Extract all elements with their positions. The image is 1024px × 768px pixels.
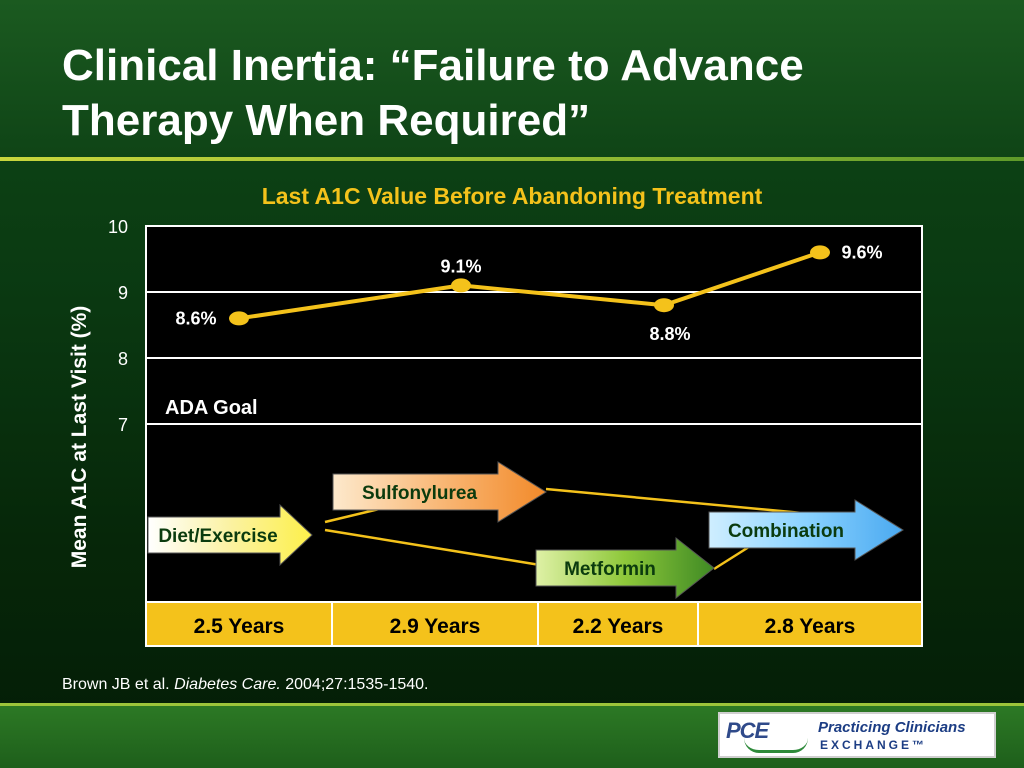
duration-label: 2.5 Years [194, 615, 285, 638]
duration-bar [145, 601, 923, 647]
therapy-arrow [332, 461, 547, 523]
therapy-arrow [708, 499, 904, 561]
therapy-label: Sulfonylurea [362, 483, 478, 504]
slide-title: Clinical Inertia: “Failure to Advance Th… [62, 41, 804, 145]
therapy-label: Metformin [564, 559, 656, 580]
therapy-label: Diet/Exercise [158, 526, 277, 547]
title-rule [0, 157, 1024, 161]
a1c-point [229, 311, 249, 326]
pce-logo: PCE Practicing Clinicians EXCHANGE™ [718, 712, 996, 758]
a1c-point [810, 245, 830, 260]
ada-goal-label: ADA Goal [165, 397, 258, 419]
therapy-label: Combination [728, 521, 844, 542]
a1c-line [238, 250, 821, 321]
a1c-data-label: 8.8% [649, 324, 690, 344]
y-tick-label-10: 10 [108, 217, 128, 237]
chart-title: Last A1C Value Before Abandoning Treatme… [261, 183, 763, 209]
duration-label: 2.9 Years [390, 615, 481, 638]
citation-reference: 2004;27:1535-1540. [285, 676, 429, 693]
logo-text-line1: Practicing Clinicians [818, 719, 966, 736]
a1c-data-label: 8.6% [175, 308, 216, 328]
citation-journal: Diabetes Care. [174, 676, 281, 693]
y-tick-label-8: 8 [118, 349, 128, 369]
y-tick-label-7: 7 [118, 415, 128, 435]
therapy-arrow [535, 536, 715, 600]
logo-text-line2: EXCHANGE™ [820, 738, 928, 752]
duration-label: 2.8 Years [765, 615, 856, 638]
citation-authors: Brown JB et al. [62, 676, 170, 693]
y-tick-label-9: 9 [118, 283, 128, 303]
therapy-arrow [147, 503, 313, 567]
a1c-point [654, 298, 674, 313]
duration-label: 2.2 Years [573, 615, 664, 638]
a1c-data-label: 9.1% [440, 256, 481, 276]
logo-swoosh-icon [744, 738, 808, 753]
a1c-point [451, 278, 471, 293]
therapy-connector [713, 543, 753, 571]
a1c-data-label: 9.6% [841, 242, 882, 262]
title-band [0, 0, 1024, 158]
therapy-connector [324, 528, 541, 567]
citation: Brown JB et al. Diabetes Care. 2004;27:1… [62, 676, 428, 694]
